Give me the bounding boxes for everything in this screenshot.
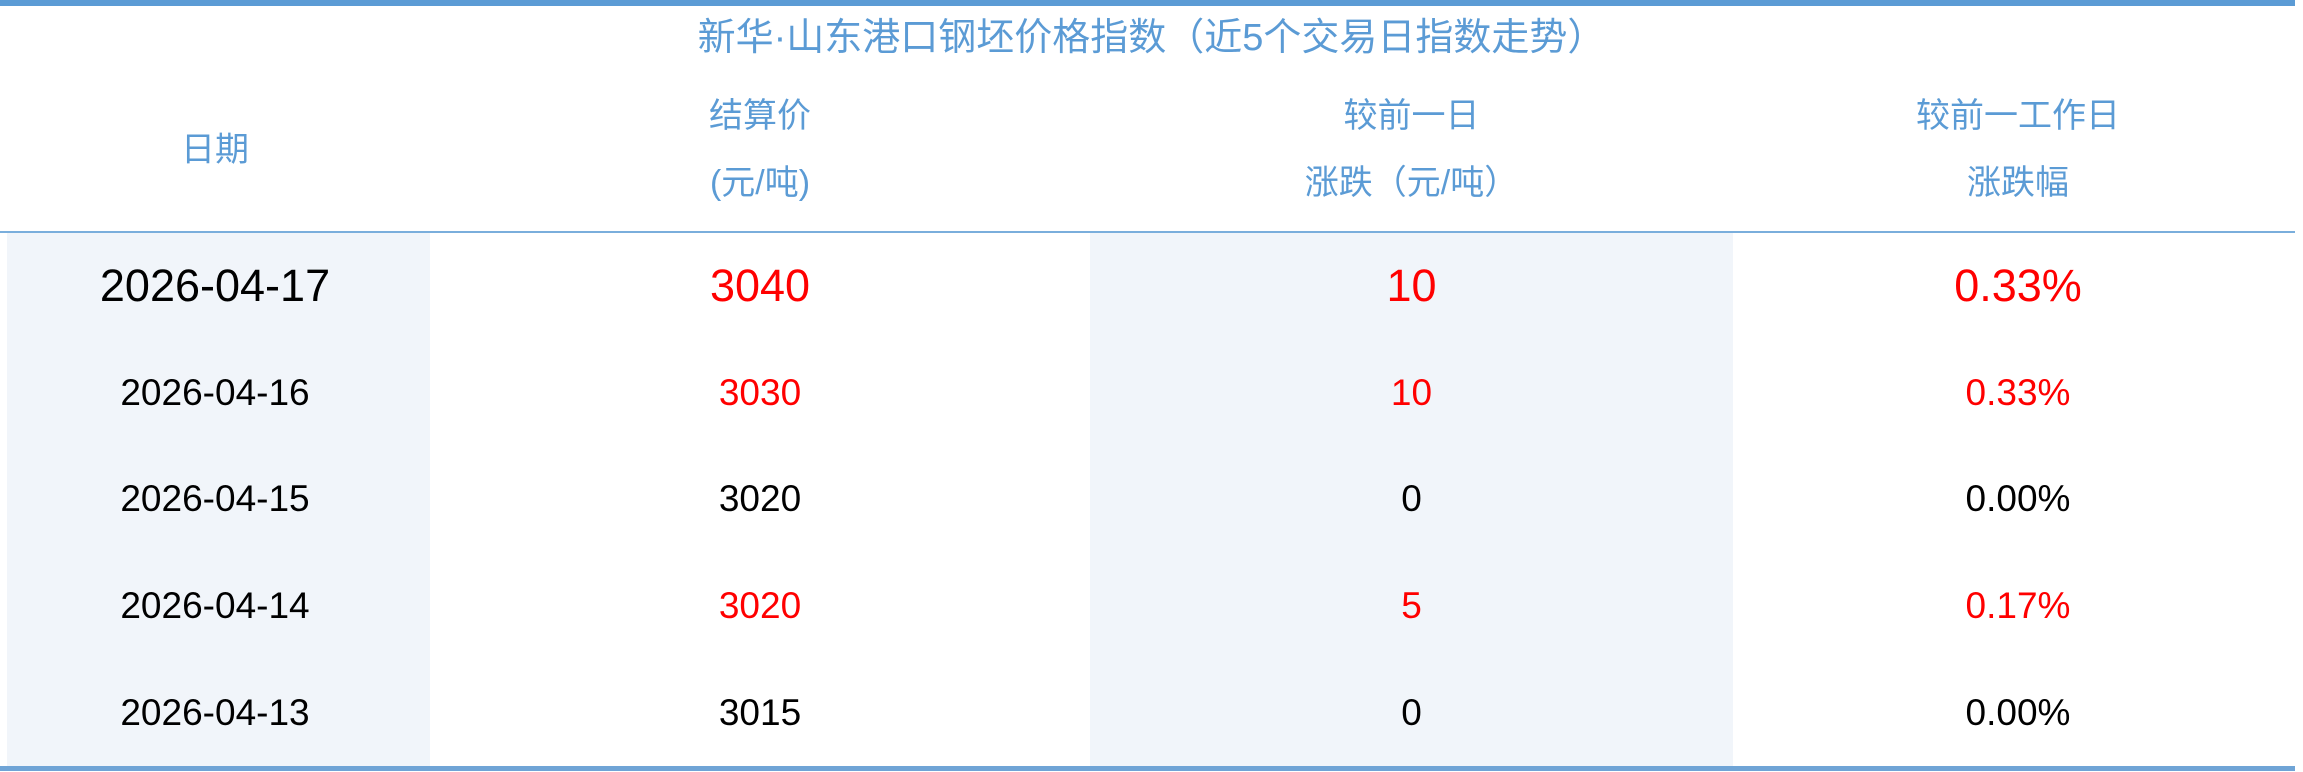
header-date-label: 日期: [181, 130, 249, 169]
header-daily-change-line2: 涨跌（元/吨）: [1304, 164, 1519, 202]
header-separator-line: [0, 231, 2295, 233]
change-cell: 10: [1090, 339, 1733, 447]
date-cell: 2026-04-14: [0, 552, 430, 660]
change-cell: 0: [1090, 446, 1733, 553]
bottom-border-bar: [0, 766, 2295, 771]
date-cell: 2026-04-16: [0, 339, 430, 447]
header-change-percent-line1: 较前一工作日: [1916, 97, 2120, 135]
table-row: 2026-04-13 3015 0 0.00%: [0, 659, 2303, 766]
change-cell: 5: [1090, 552, 1733, 660]
percent-cell: 0.17%: [1965, 585, 2071, 627]
percent-cell: 0.33%: [1954, 260, 2082, 312]
price-cell: 3030: [718, 371, 802, 413]
table-header-row: 日期 结算价 (元/吨) 较前一日 涨跌（元/吨） 较前一工作日 涨跌幅: [0, 83, 2303, 217]
table-body: 2026-04-17 3040 10 0.33% 2026-04-16 3030…: [0, 233, 2303, 766]
table-row: 2026-04-14 3020 5 0.17%: [0, 552, 2303, 660]
table-row: 2026-04-16 3030 10 0.33%: [0, 339, 2303, 447]
percent-cell: 0.00%: [1965, 478, 2071, 520]
change-cell: 10: [1090, 233, 1733, 340]
header-settlement-price-line1: 结算价: [709, 97, 811, 135]
date-cell: 2026-04-15: [0, 446, 430, 553]
price-cell: 3015: [718, 691, 802, 733]
price-cell: 3020: [718, 585, 802, 627]
header-settlement-price: 结算价 (元/吨): [430, 83, 1090, 217]
header-date: 日期: [0, 83, 430, 217]
top-border-bar: [0, 0, 2295, 6]
percent-cell: 0.33%: [1965, 371, 2071, 413]
table-row: 2026-04-17 3040 10 0.33%: [0, 233, 2303, 340]
table-title: 新华·山东港口钢坯价格指数（近5个交易日指数走势）: [697, 17, 1606, 59]
date-cell: 2026-04-17: [0, 233, 430, 340]
change-cell: 0: [1090, 659, 1733, 766]
percent-cell: 0.00%: [1965, 691, 2071, 733]
header-daily-change: 较前一日 涨跌（元/吨）: [1090, 83, 1733, 217]
date-cell: 2026-04-13: [0, 659, 430, 766]
price-cell: 3020: [718, 478, 802, 520]
header-change-percent: 较前一工作日 涨跌幅: [1733, 83, 2303, 217]
header-daily-change-line1: 较前一日: [1343, 97, 1480, 135]
header-settlement-price-line2: (元/吨): [709, 164, 811, 202]
table-row: 2026-04-15 3020 0 0.00%: [0, 446, 2303, 553]
price-cell: 3040: [709, 260, 811, 312]
header-change-percent-line2: 涨跌幅: [1967, 164, 2069, 202]
